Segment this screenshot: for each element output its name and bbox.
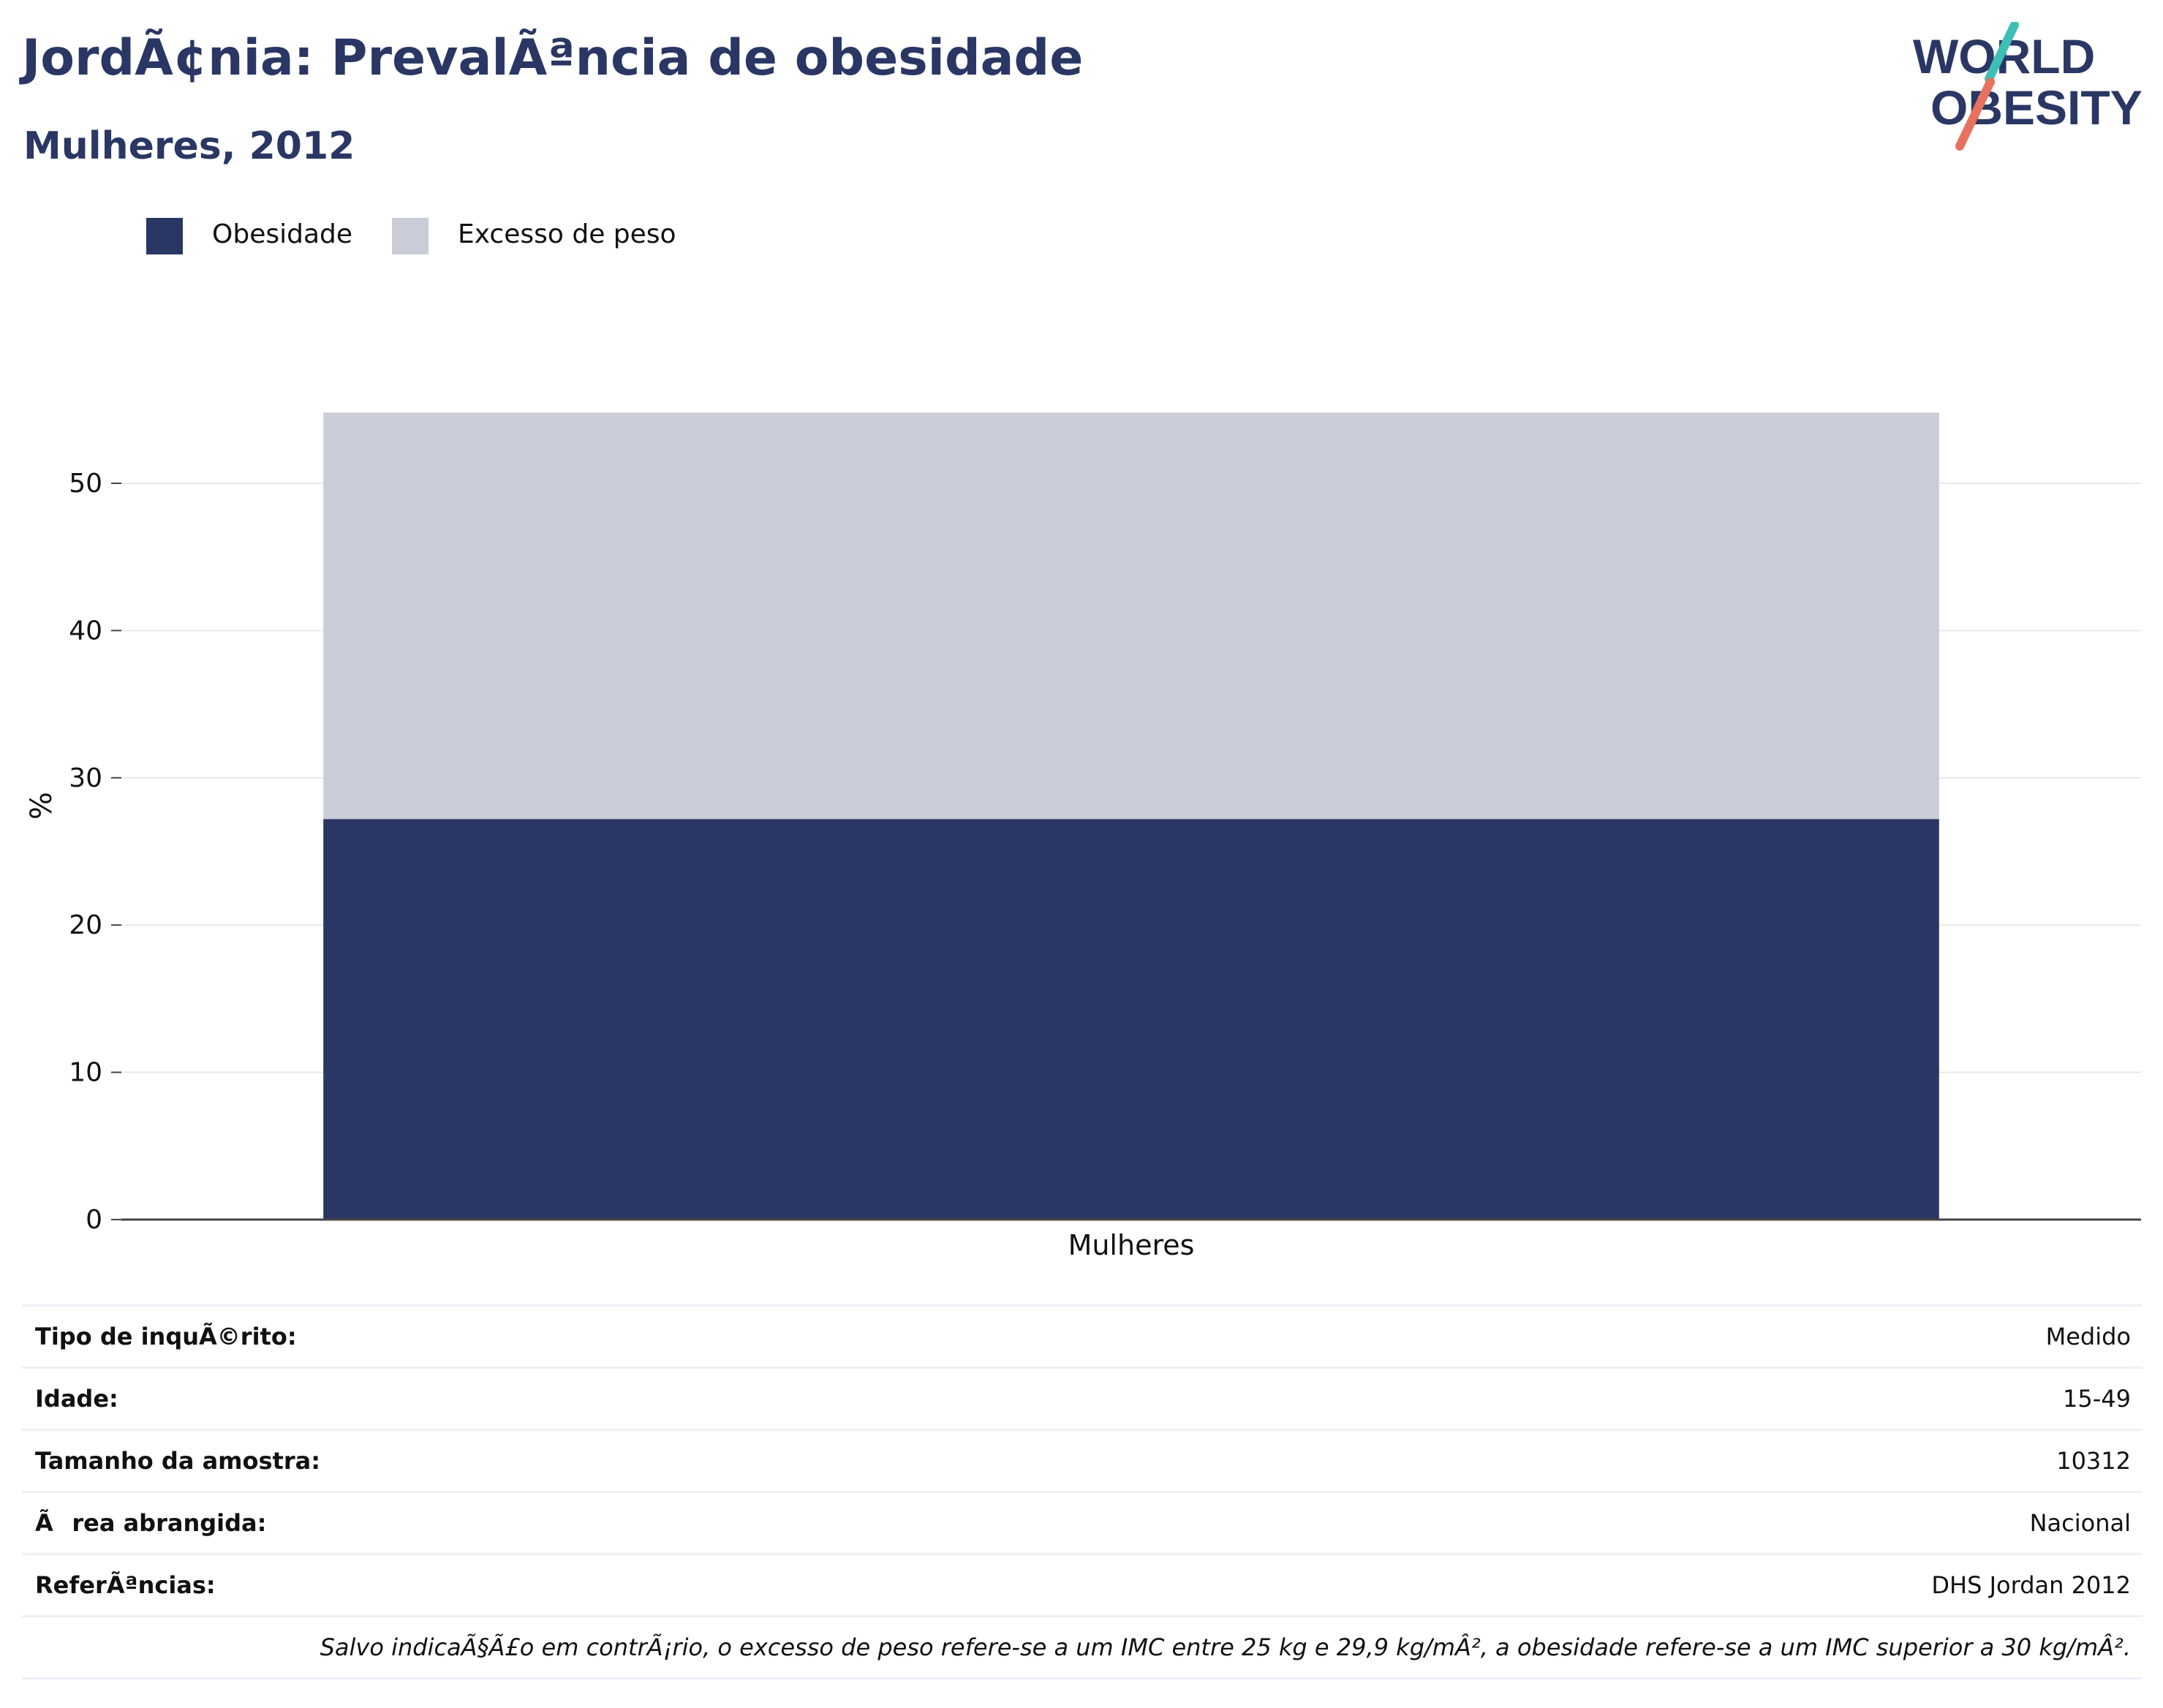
detail-row-area: Ãrea abrangida: Nacional [22, 1491, 2143, 1553]
y-tick-label: 50 [69, 469, 102, 499]
footnote: Salvo indicaÃ§Ã£o em contrÃ¡rio, o exces… [320, 1633, 2131, 1661]
legend-label-obesidade: Obesidade [212, 219, 353, 249]
detail-key: Idade: [35, 1385, 118, 1413]
legend-swatch-excesso-de-peso [392, 218, 429, 254]
detail-value: Medido [2045, 1323, 2131, 1350]
legend-label-excesso-de-peso: Excesso de peso [458, 219, 676, 249]
y-tick-label: 30 [69, 763, 102, 793]
x-tick-label: Mulheres [1068, 1229, 1195, 1261]
bar-chart: 0 10 20 30 40 50% Mulheres [25, 412, 2141, 1261]
chart-subtitle: Mulheres, 2012 [23, 124, 355, 168]
footnote-row: Salvo indicaÃ§Ã£o em contrÃ¡rio, o exces… [22, 1615, 2143, 1679]
detail-row-references: ReferÃªncias: DHS Jordan 2012 [22, 1553, 2143, 1615]
logo-slash-top [1985, 22, 2019, 83]
detail-value: DHS Jordan 2012 [1931, 1571, 2131, 1599]
y-tick-label: 10 [69, 1058, 102, 1088]
detail-value: Nacional [2029, 1509, 2131, 1537]
detail-key: ReferÃªncias: [35, 1571, 216, 1599]
world-obesity-logo: WORLD OBESITY [1913, 22, 2143, 151]
y-axis-title: % [25, 792, 58, 820]
detail-row-sample-size: Tamanho da amostra: 10312 [22, 1429, 2143, 1491]
y-tick-label: 0 [86, 1205, 102, 1235]
detail-key: Tamanho da amostra: [35, 1447, 320, 1475]
legend-swatch-obesidade [146, 218, 183, 254]
detail-key: Ãrea abrangida: [35, 1509, 267, 1537]
chart-title: JordÃ¢nia: PrevalÃªncia de obesidade [22, 29, 1084, 87]
bar-obesidade [323, 819, 1939, 1220]
detail-row-age: Idade: 15-49 [22, 1367, 2143, 1429]
detail-row-survey-type: Tipo de inquÃ©rito: Medido [22, 1304, 2143, 1367]
y-tick-label: 40 [69, 616, 102, 646]
logo-slash-bottom [1955, 78, 1995, 151]
bar-excesso-de-peso [323, 412, 1939, 820]
survey-details: Tipo de inquÃ©rito: Medido Idade: 15-49 … [22, 1304, 2143, 1679]
detail-key: Tipo de inquÃ©rito: [35, 1323, 297, 1350]
detail-value: 10312 [2056, 1447, 2131, 1475]
y-tick-label: 20 [69, 910, 102, 940]
detail-value: 15-49 [2063, 1385, 2131, 1413]
